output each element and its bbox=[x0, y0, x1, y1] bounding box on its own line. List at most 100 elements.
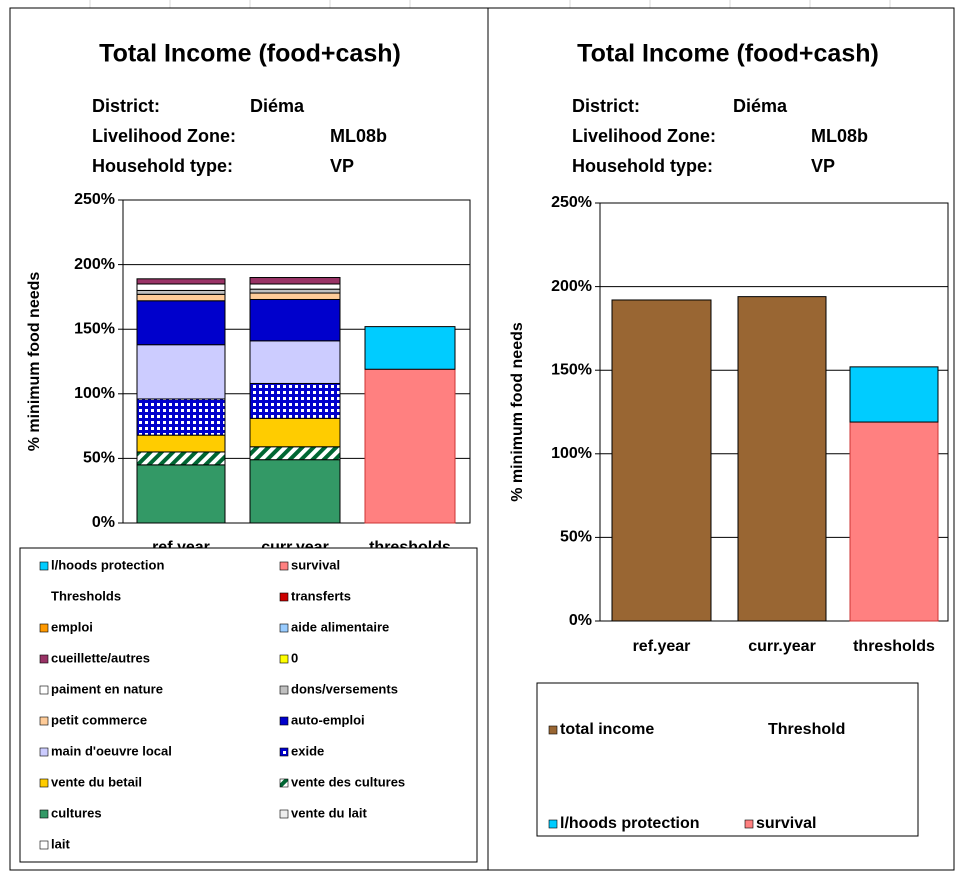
bar-segment bbox=[249, 292, 341, 300]
legend-label: survival bbox=[756, 815, 816, 832]
bar-segment bbox=[249, 417, 341, 448]
legend-label: Threshold bbox=[768, 721, 845, 738]
bar-segment bbox=[249, 298, 341, 342]
bar-segment bbox=[136, 434, 226, 453]
x-tick-label: curr.year bbox=[748, 638, 816, 655]
y-tick-label: 200% bbox=[551, 278, 592, 295]
info-label: Livelihood Zone: bbox=[92, 126, 236, 146]
chart-title: Total Income (food+cash) bbox=[577, 40, 879, 68]
legend-label: exide bbox=[291, 743, 324, 758]
legend-swatch bbox=[39, 654, 49, 664]
legend-swatch bbox=[39, 716, 49, 726]
info-value: ML08b bbox=[811, 126, 868, 146]
info-label: District: bbox=[92, 96, 160, 116]
bar-segment bbox=[364, 326, 456, 370]
bar-segment bbox=[136, 464, 226, 524]
legend-label: vente des cultures bbox=[291, 774, 405, 789]
bar-segment bbox=[849, 366, 939, 423]
info-value: Diéma bbox=[250, 96, 305, 116]
info-label: Household type: bbox=[92, 156, 233, 176]
bar-segment bbox=[136, 289, 226, 295]
y-tick-label: 50% bbox=[83, 450, 115, 467]
legend-label: petit commerce bbox=[51, 712, 147, 727]
legend-swatch bbox=[744, 819, 754, 829]
legend-label: emploi bbox=[51, 619, 93, 634]
x-tick-label: thresholds bbox=[853, 638, 935, 655]
chart-title: Total Income (food+cash) bbox=[99, 40, 401, 68]
legend-swatch bbox=[279, 778, 289, 788]
legend-label: vente du lait bbox=[291, 805, 368, 820]
y-axis-label: % minimum food needs bbox=[26, 272, 43, 452]
legend-label: transferts bbox=[291, 588, 351, 603]
legend-swatch bbox=[39, 747, 49, 757]
y-tick-label: 100% bbox=[74, 385, 115, 402]
legend-swatch bbox=[279, 654, 289, 664]
legend-swatch bbox=[279, 685, 289, 695]
info-value: ML08b bbox=[330, 126, 387, 146]
legend-swatch bbox=[279, 623, 289, 633]
info-label: Livelihood Zone: bbox=[572, 126, 716, 146]
info-value: Diéma bbox=[733, 96, 788, 116]
info-value: VP bbox=[330, 156, 354, 176]
y-tick-label: 100% bbox=[551, 445, 592, 462]
legend-label: Thresholds bbox=[51, 588, 121, 603]
legend-swatch bbox=[548, 819, 558, 829]
bar-segment bbox=[249, 446, 341, 461]
bar-segment bbox=[611, 299, 712, 622]
y-tick-label: 150% bbox=[74, 320, 115, 337]
legend-swatch bbox=[39, 623, 49, 633]
sheet-grid bbox=[89, 0, 891, 8]
y-tick-label: 0% bbox=[569, 612, 592, 629]
legend-swatch bbox=[548, 725, 558, 735]
legend-label: lait bbox=[51, 836, 70, 851]
bar-segment bbox=[249, 288, 341, 294]
legend-label: paiment en nature bbox=[51, 681, 163, 696]
x-tick-label: ref.year bbox=[633, 638, 691, 655]
legend-swatch bbox=[39, 778, 49, 788]
bar-segment bbox=[249, 283, 341, 290]
legend-swatch bbox=[39, 685, 49, 695]
bar-segment bbox=[364, 368, 456, 524]
legend-swatch bbox=[39, 840, 49, 850]
y-tick-label: 150% bbox=[551, 361, 592, 378]
legend-label: total income bbox=[560, 721, 654, 738]
bar-segment bbox=[136, 344, 226, 400]
legend-label: survival bbox=[291, 557, 340, 572]
legend-label: vente du betail bbox=[51, 774, 142, 789]
bar-segment bbox=[737, 296, 827, 622]
legend-label: l/hoods protection bbox=[560, 815, 700, 832]
bar-segment bbox=[136, 293, 226, 302]
legend-swatch bbox=[279, 809, 289, 819]
y-tick-label: 50% bbox=[560, 529, 592, 546]
bar-segment bbox=[136, 398, 226, 436]
legend-swatch bbox=[279, 561, 289, 571]
legend-label: main d'oeuvre local bbox=[51, 743, 172, 758]
info-label: Household type: bbox=[572, 156, 713, 176]
legend-label: dons/versements bbox=[291, 681, 398, 696]
legend-label: cultures bbox=[51, 805, 102, 820]
legend-box bbox=[536, 682, 919, 837]
legend-swatch bbox=[39, 809, 49, 819]
legend-label: 0 bbox=[291, 650, 298, 665]
legend-label: cueillette/autres bbox=[51, 650, 150, 665]
legend-swatch bbox=[279, 716, 289, 726]
y-tick-label: 250% bbox=[74, 191, 115, 208]
y-tick-label: 250% bbox=[551, 194, 592, 211]
bar-segment bbox=[136, 451, 226, 466]
legend-label: l/hoods protection bbox=[51, 557, 164, 572]
y-tick-label: 200% bbox=[74, 256, 115, 273]
legend-swatch bbox=[39, 561, 49, 571]
bar-segment bbox=[136, 283, 226, 291]
legend-label: auto-emploi bbox=[291, 712, 365, 727]
bar-segment bbox=[249, 340, 341, 384]
y-tick-label: 0% bbox=[92, 514, 115, 531]
legend-swatch bbox=[279, 592, 289, 602]
bar-segment bbox=[249, 277, 341, 285]
bar-segment bbox=[136, 278, 226, 285]
bar-segment bbox=[849, 421, 939, 622]
legend-swatch bbox=[279, 747, 289, 757]
bar-segment bbox=[249, 459, 341, 524]
info-label: District: bbox=[572, 96, 640, 116]
